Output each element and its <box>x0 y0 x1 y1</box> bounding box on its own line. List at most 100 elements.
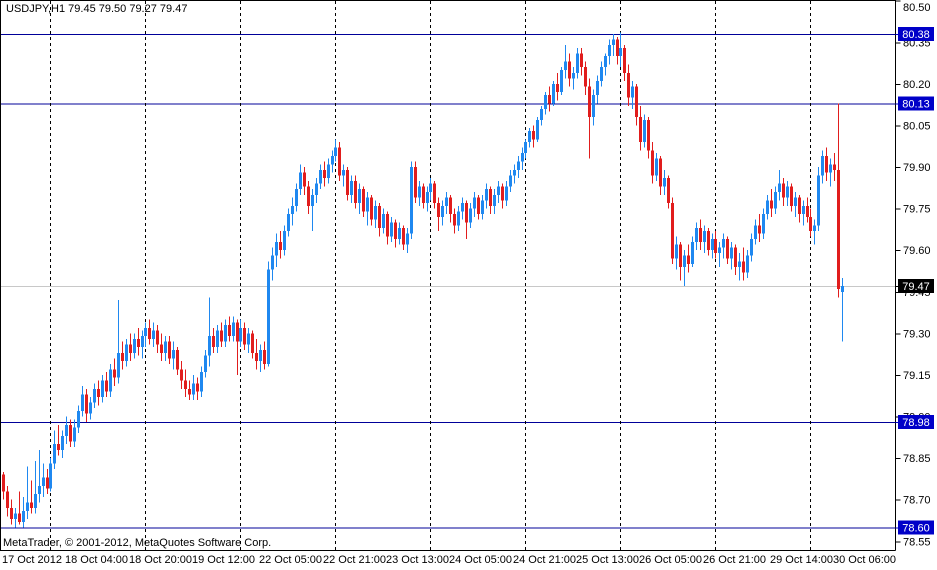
bull-candle[interactable] <box>406 228 409 253</box>
bear-candle[interactable] <box>790 183 793 212</box>
bear-candle[interactable] <box>465 200 468 240</box>
bull-candle[interactable] <box>619 32 622 68</box>
bull-candle[interactable] <box>778 169 781 201</box>
bull-candle[interactable] <box>802 200 805 226</box>
bear-candle[interactable] <box>580 47 583 76</box>
bear-candle[interactable] <box>616 36 619 65</box>
bull-candle[interactable] <box>144 322 147 348</box>
bear-candle[interactable] <box>184 369 187 398</box>
bear-candle[interactable] <box>212 327 215 353</box>
bull-candle[interactable] <box>101 374 104 403</box>
bear-candle[interactable] <box>148 319 151 345</box>
bear-candle[interactable] <box>726 236 729 265</box>
bull-candle[interactable] <box>509 169 512 192</box>
bear-candle[interactable] <box>671 197 674 265</box>
bear-candle[interactable] <box>354 175 357 209</box>
bull-candle[interactable] <box>560 67 563 95</box>
bull-candle[interactable] <box>691 236 694 267</box>
bull-candle[interactable] <box>817 167 820 231</box>
bull-candle[interactable] <box>746 250 749 278</box>
bear-candle[interactable] <box>639 106 642 151</box>
bear-candle[interactable] <box>338 142 341 181</box>
bull-candle[interactable] <box>247 327 250 353</box>
bear-candle[interactable] <box>6 485 9 517</box>
bull-candle[interactable] <box>299 164 302 195</box>
bear-candle[interactable] <box>105 372 108 398</box>
bull-candle[interactable] <box>540 106 543 126</box>
bear-candle[interactable] <box>647 117 650 159</box>
bull-candle[interactable] <box>93 383 96 409</box>
bull-candle[interactable] <box>521 147 524 170</box>
bull-candle[interactable] <box>410 161 413 240</box>
bear-candle[interactable] <box>770 189 773 217</box>
bull-candle[interactable] <box>703 225 706 253</box>
bull-candle[interactable] <box>762 208 765 240</box>
bear-candle[interactable] <box>782 178 785 206</box>
bull-candle[interactable] <box>232 316 235 342</box>
bull-candle[interactable] <box>374 200 377 229</box>
bull-candle[interactable] <box>572 67 575 90</box>
bull-candle[interactable] <box>794 191 797 217</box>
bull-candle[interactable] <box>358 183 361 215</box>
bear-candle[interactable] <box>635 83 638 126</box>
bear-candle[interactable] <box>323 161 326 187</box>
bull-candle[interactable] <box>208 297 211 367</box>
bull-candle[interactable] <box>813 219 816 245</box>
bull-candle[interactable] <box>200 366 203 398</box>
bull-candle[interactable] <box>327 158 330 184</box>
bull-candle[interactable] <box>517 155 520 179</box>
bull-candle[interactable] <box>366 191 369 226</box>
bear-candle[interactable] <box>679 241 682 281</box>
bear-candle[interactable] <box>437 197 440 231</box>
bull-candle[interactable] <box>612 33 615 57</box>
bull-candle[interactable] <box>275 233 278 267</box>
bear-candle[interactable] <box>548 86 551 112</box>
bear-candle[interactable] <box>137 327 140 356</box>
bull-candle[interactable] <box>766 194 769 220</box>
bull-candle[interactable] <box>49 458 52 492</box>
bear-candle[interactable] <box>386 211 389 245</box>
bull-candle[interactable] <box>295 183 298 212</box>
bear-candle[interactable] <box>196 377 199 400</box>
bull-candle[interactable] <box>750 233 753 262</box>
candles-layer[interactable] <box>2 32 844 528</box>
bull-candle[interactable] <box>786 180 789 206</box>
bull-candle[interactable] <box>604 53 607 76</box>
bull-candle[interactable] <box>38 449 41 503</box>
bear-candle[interactable] <box>651 142 654 184</box>
bull-candle[interactable] <box>350 175 353 204</box>
bull-candle[interactable] <box>683 250 686 287</box>
bear-candle[interactable] <box>243 322 246 350</box>
bear-candle[interactable] <box>501 183 504 209</box>
bear-candle[interactable] <box>659 155 662 195</box>
bear-candle[interactable] <box>307 180 310 215</box>
bull-candle[interactable] <box>774 186 777 215</box>
bull-candle[interactable] <box>125 338 128 367</box>
bear-candle[interactable] <box>414 161 417 204</box>
bear-candle[interactable] <box>303 167 306 195</box>
bull-candle[interactable] <box>528 128 531 148</box>
bull-candle[interactable] <box>469 203 472 229</box>
bear-candle[interactable] <box>69 419 72 448</box>
bull-candle[interactable] <box>821 150 824 184</box>
bear-candle[interactable] <box>251 330 254 359</box>
bull-candle[interactable] <box>426 186 429 212</box>
bull-candle[interactable] <box>283 225 286 256</box>
bear-candle[interactable] <box>129 333 132 362</box>
bull-candle[interactable] <box>418 180 421 206</box>
bull-candle[interactable] <box>536 117 539 143</box>
bull-candle[interactable] <box>81 386 84 417</box>
bear-candle[interactable] <box>168 336 171 364</box>
bull-candle[interactable] <box>172 341 175 370</box>
bull-candle[interactable] <box>65 416 68 445</box>
bear-candle[interactable] <box>588 78 591 159</box>
bear-candle[interactable] <box>742 247 745 281</box>
bull-candle[interactable] <box>711 233 714 259</box>
bull-candle[interactable] <box>695 222 698 251</box>
bull-candle[interactable] <box>152 322 155 348</box>
bear-candle[interactable] <box>449 194 452 223</box>
bear-candle[interactable] <box>2 471 5 500</box>
bull-candle[interactable] <box>655 153 658 181</box>
time-axis[interactable]: 17 Oct 2012 18 Oct 04:00 18 Oct 20:00 19 Oc… <box>2 554 896 566</box>
